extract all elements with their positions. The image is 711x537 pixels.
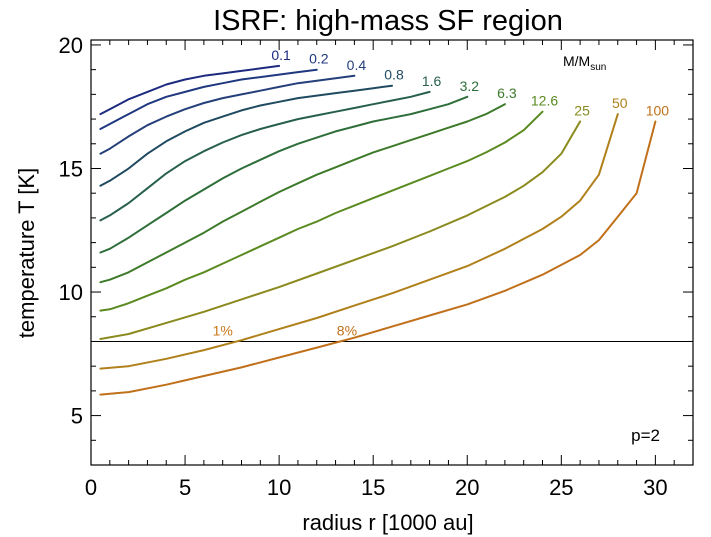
series-label-10: 100	[646, 103, 670, 119]
threshold-annotation-0: 1%	[213, 322, 233, 338]
series-line-1	[99, 68, 318, 130]
x-tick-label-4: 20	[455, 475, 479, 500]
series-line-9	[99, 113, 619, 370]
series-line-10	[99, 120, 657, 396]
legend-title: M/Msun	[563, 53, 606, 73]
series-label-3: 0.8	[384, 67, 404, 83]
series-line-2	[99, 74, 356, 155]
series-line-0	[99, 64, 281, 116]
y-tick-label-2: 15	[59, 156, 83, 181]
series-label-0: 0.1	[271, 47, 291, 63]
series-label-1: 0.2	[309, 51, 329, 67]
x-tick-label-6: 30	[643, 475, 667, 500]
series-label-5: 3.2	[460, 78, 480, 94]
y-tick-label-3: 20	[59, 33, 83, 58]
legend-title-main: M/M	[563, 53, 590, 69]
series-lines	[99, 64, 657, 396]
y-tick-label-1: 10	[59, 280, 83, 305]
series-label-2: 0.4	[347, 57, 367, 73]
x-tick-label-1: 5	[179, 475, 191, 500]
threshold-annotation-1: 8%	[337, 322, 357, 338]
threshold-annotations: 1% 8%	[213, 322, 357, 338]
series-label-6: 6.3	[497, 85, 517, 101]
x-axis-label: radius r [1000 au]	[302, 510, 473, 535]
series-label-7: 12.6	[531, 93, 558, 109]
series-line-6	[99, 103, 506, 284]
y-axis-label: temperature T [K]	[14, 168, 39, 338]
parameter-label: p=2	[631, 426, 660, 445]
series-label-8: 25	[574, 103, 590, 119]
x-tick-label-5: 25	[549, 475, 573, 500]
chart-title: ISRF: high-mass SF region	[213, 5, 563, 37]
series-line-5	[99, 95, 469, 254]
series-line-7	[99, 110, 544, 312]
x-tick-label-0: 0	[85, 475, 97, 500]
series-line-4	[99, 90, 431, 222]
series-line-8	[99, 120, 582, 340]
plot-frame	[90, 39, 694, 466]
axes: 0 5 10 15 20 25 30 5 10 15 20	[59, 33, 694, 500]
series-line-3	[99, 84, 393, 187]
series-labels: 0.1 0.2 0.4 0.8 1.6 3.2 6.3 12.6 25 50 100	[271, 47, 669, 119]
legend-title-subscript: sun	[590, 62, 606, 73]
series-label-9: 50	[612, 95, 628, 111]
y-tick-label-0: 5	[71, 404, 83, 429]
x-tick-label-2: 10	[267, 475, 291, 500]
series-label-4: 1.6	[422, 73, 442, 89]
x-tick-label-3: 15	[361, 475, 385, 500]
